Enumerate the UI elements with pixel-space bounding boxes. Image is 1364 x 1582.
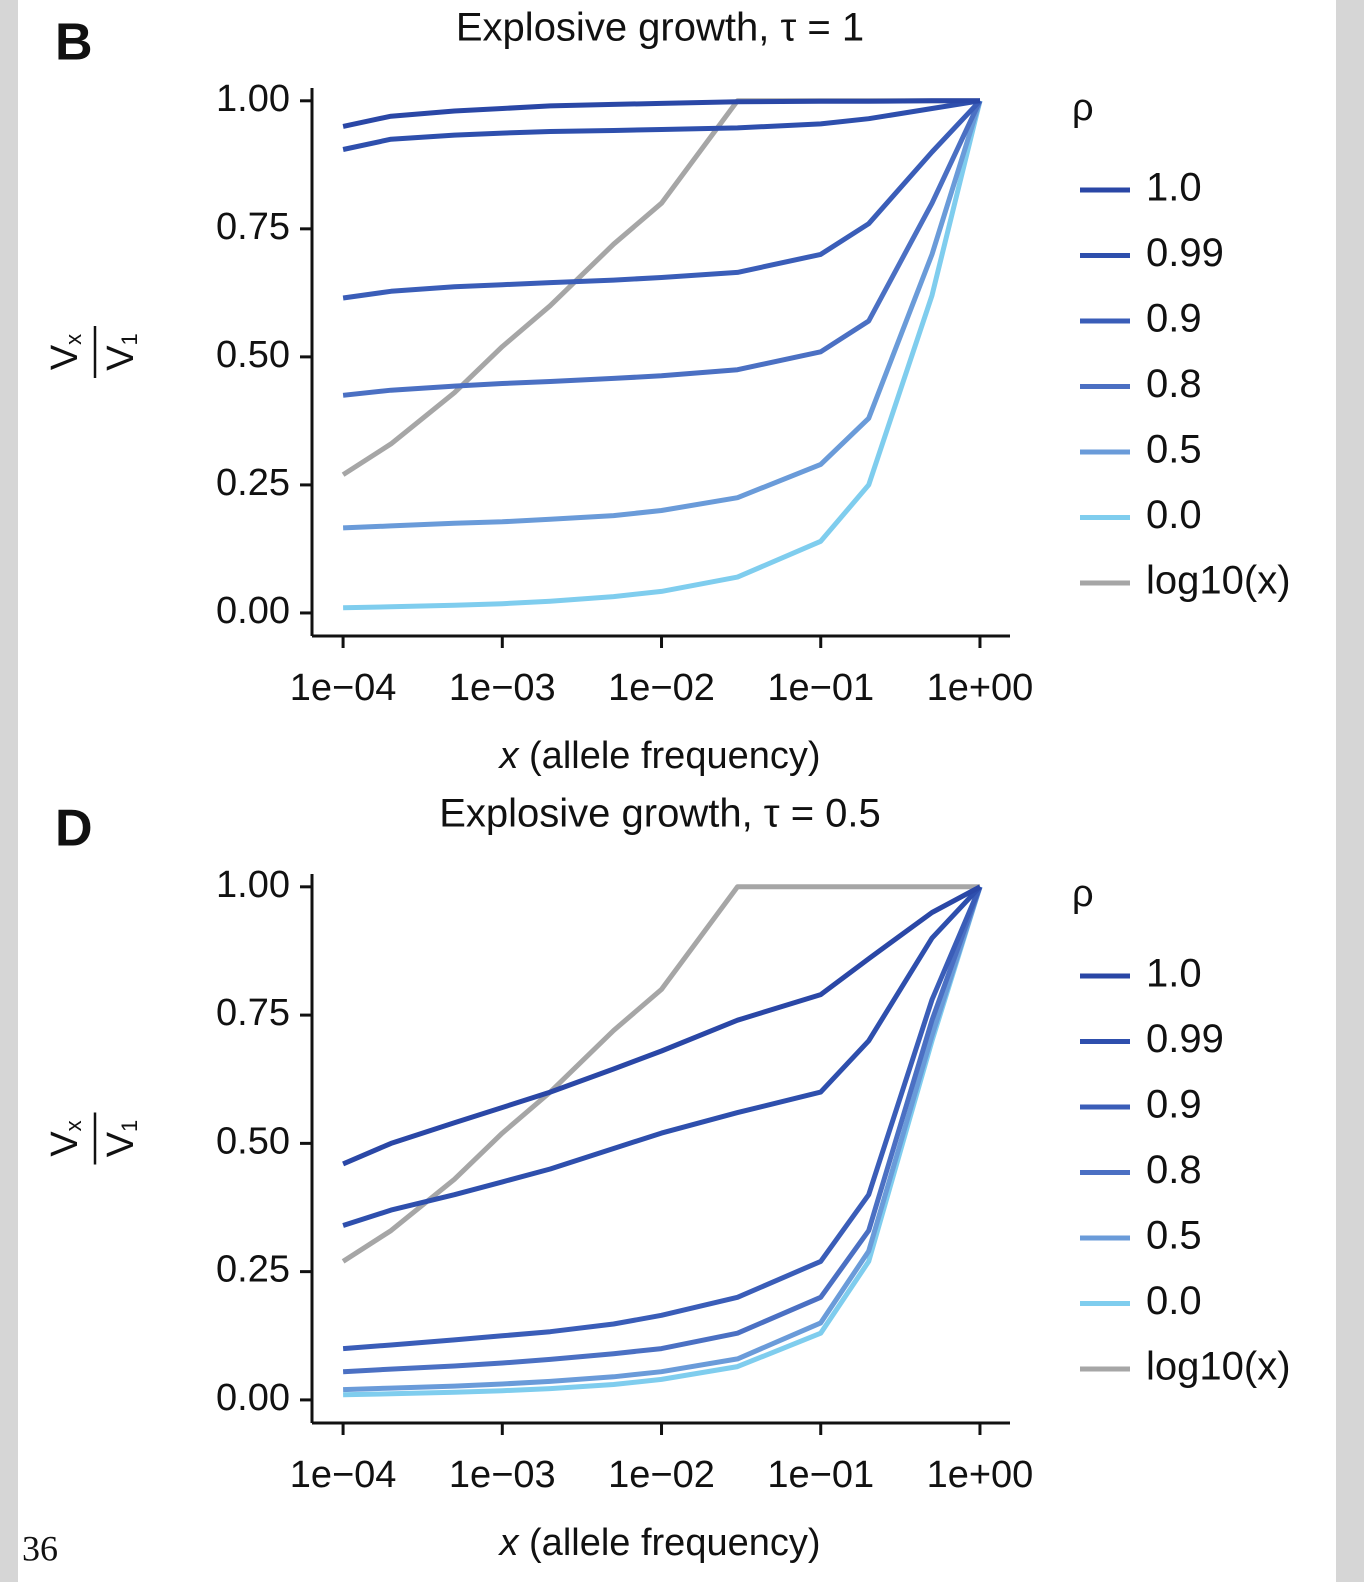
page-number: 36 [22,1528,58,1568]
legend-label: 0.0 [1146,493,1202,537]
y-tick-label: 0.00 [216,590,290,632]
x-label-space [518,1522,529,1564]
y-tick-label: 1.00 [216,78,290,120]
y-tick-label: 0.25 [216,462,290,504]
y-tick-label: 0.50 [216,334,290,376]
x-label-space [518,735,529,777]
y-tick-label: 0.25 [216,1249,290,1291]
panel-letter: B [55,14,93,72]
y-label-sub: x [61,1120,86,1131]
legend-label: 0.5 [1146,1214,1202,1258]
y-label-denominator: V1 [100,1120,142,1158]
data-line [343,886,983,1393]
data-line [342,884,982,1167]
y-tick-label: 0.75 [216,206,290,248]
legend-label: 0.8 [1146,362,1202,406]
y-tick-label: 0.00 [216,1377,290,1419]
y-label-main: V [100,345,142,371]
legend-title: ρ [1072,87,1094,129]
x-tick-label: 1e−03 [449,1454,556,1496]
y-label-main: V [44,1131,86,1157]
x-tick-label: 1e−02 [608,1454,715,1496]
data-line [342,98,981,152]
x-tick-label: 1e−01 [767,667,874,709]
x-tick-label: 1e−04 [290,1454,397,1496]
chart: B Explosive growth, τ = 1 0.00 0.25 0.50 0.75… [44,6,1290,777]
legend-label: 1.0 [1146,952,1202,996]
legend-label: log10(x) [1146,1345,1291,1389]
data-line [342,99,982,301]
x-tick-label: 1e+00 [927,667,1034,709]
data-line [342,99,983,398]
legend-label: 0.5 [1146,428,1202,472]
legend-label: 0.9 [1146,297,1202,341]
legend-label: 0.99 [1146,231,1224,275]
x-axis-label: x (allele frequency) [497,1522,820,1564]
y-tick-label: 0.75 [216,992,290,1034]
x-label-variable: x [497,735,520,777]
data-line [343,100,983,611]
y-tick-label: 0.50 [216,1120,290,1162]
x-tick-label: 1e−02 [608,667,715,709]
y-label-denominator: V1 [100,333,142,371]
y-label-main: V [44,344,86,370]
x-tick-label: 1e−04 [290,667,397,709]
legend-label: 1.0 [1146,166,1202,210]
x-tick-label: 1e+00 [927,1454,1034,1496]
data-line [343,886,983,1398]
legend-label: 0.8 [1146,1148,1202,1192]
x-label-text: (allele frequency) [529,1522,820,1564]
chart-title: Explosive growth, τ = 0.5 [439,792,881,836]
y-tick-label: 1.00 [216,864,290,906]
legend-title: ρ [1072,873,1094,915]
legend-label: 0.9 [1146,1083,1202,1127]
data-line [342,885,983,1375]
x-label-text: (allele frequency) [529,735,820,777]
chart-title: Explosive growth, τ = 1 [456,6,864,50]
legend-label: 0.99 [1146,1017,1224,1061]
y-label-sub: 1 [117,333,142,345]
y-label-sub: 1 [117,1120,142,1132]
legend-label: log10(x) [1146,559,1291,603]
data-line [342,100,983,531]
y-label-sub: x [61,334,86,345]
panel-letter: D [55,800,93,858]
x-label-variable: x [497,1522,520,1564]
legend-label: 0.0 [1146,1279,1202,1323]
data-line [342,885,983,1352]
x-tick-label: 1e−03 [449,667,556,709]
x-tick-label: 1e−01 [767,1454,874,1496]
slide-background [18,0,1336,1582]
data-line [342,98,980,129]
data-line [341,884,980,1264]
x-axis-label: x (allele frequency) [497,735,820,777]
y-label-numerator: Vx [44,1120,86,1156]
chart: D Explosive growth, τ = 0.5 0.00 0.25 0.50 0.… [44,792,1290,1564]
data-line [342,885,982,1228]
y-label-main: V [100,1131,142,1157]
y-label-numerator: Vx [44,334,86,370]
